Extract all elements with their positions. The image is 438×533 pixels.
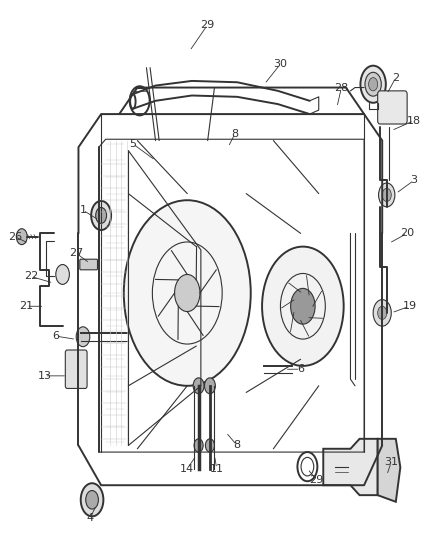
Text: 6: 6 <box>52 331 59 341</box>
FancyBboxPatch shape <box>378 91 407 124</box>
Text: 21: 21 <box>19 301 33 311</box>
Text: 22: 22 <box>24 271 38 281</box>
Circle shape <box>194 439 203 452</box>
Circle shape <box>382 188 391 201</box>
Text: 8: 8 <box>233 440 241 450</box>
Circle shape <box>16 229 27 245</box>
Text: 5: 5 <box>129 139 136 149</box>
Circle shape <box>56 264 69 285</box>
Text: 30: 30 <box>273 59 287 69</box>
Text: 26: 26 <box>8 232 22 241</box>
Text: 18: 18 <box>407 116 421 126</box>
Circle shape <box>205 378 215 394</box>
Circle shape <box>262 247 344 366</box>
Text: 4: 4 <box>86 513 93 523</box>
Circle shape <box>365 72 381 96</box>
Text: 13: 13 <box>38 371 51 381</box>
Circle shape <box>175 274 200 312</box>
Text: 8: 8 <box>231 129 238 139</box>
Circle shape <box>378 306 387 319</box>
Text: 28: 28 <box>334 83 349 93</box>
Circle shape <box>293 292 313 321</box>
Circle shape <box>205 439 215 452</box>
Text: 29: 29 <box>309 475 324 485</box>
Text: 1: 1 <box>79 205 86 215</box>
Polygon shape <box>378 439 400 502</box>
Text: 14: 14 <box>180 464 194 474</box>
Circle shape <box>369 78 378 91</box>
Circle shape <box>378 183 395 207</box>
Text: 11: 11 <box>210 464 224 474</box>
Text: 27: 27 <box>69 248 83 259</box>
Text: 2: 2 <box>392 72 399 83</box>
Circle shape <box>360 66 386 103</box>
Polygon shape <box>323 439 378 495</box>
FancyBboxPatch shape <box>65 350 87 389</box>
Circle shape <box>81 483 103 516</box>
FancyBboxPatch shape <box>80 259 98 270</box>
Circle shape <box>193 378 204 394</box>
Circle shape <box>95 207 106 223</box>
Text: 19: 19 <box>403 301 417 311</box>
Text: 31: 31 <box>384 457 398 467</box>
Circle shape <box>291 288 315 324</box>
Text: 3: 3 <box>410 175 417 185</box>
Text: 29: 29 <box>201 20 215 30</box>
Circle shape <box>124 200 251 386</box>
Circle shape <box>86 490 99 509</box>
Text: 20: 20 <box>400 228 414 238</box>
Circle shape <box>91 201 111 230</box>
Text: 6: 6 <box>297 364 304 374</box>
Circle shape <box>76 327 90 346</box>
Circle shape <box>373 300 391 326</box>
